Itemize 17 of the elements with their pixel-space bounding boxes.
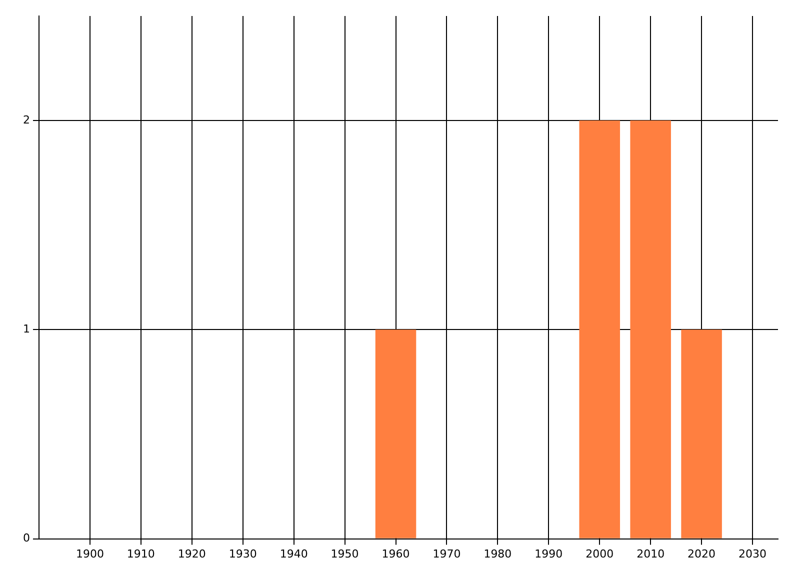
y-tick-label: 0 [23, 532, 30, 545]
x-tick-label: 1930 [228, 547, 257, 560]
x-tick-label: 1960 [382, 547, 410, 560]
x-tick-label: 1940 [280, 547, 308, 560]
y-tick-label: 2 [23, 113, 30, 126]
y-tick-label: 1 [23, 322, 30, 336]
x-tick-label: 2010 [636, 547, 665, 560]
x-tick-label: 1980 [484, 547, 512, 560]
x-tick-label: 1920 [178, 547, 206, 560]
x-tick-label: 1970 [432, 547, 461, 560]
x-tick-label: 2000 [586, 547, 614, 560]
x-tick-label: 1910 [126, 547, 155, 560]
x-tick-label: 2020 [688, 547, 716, 560]
x-tick-label: 1990 [534, 547, 563, 560]
x-tick-label: 1900 [76, 547, 104, 560]
x-tick-label: 2030 [738, 547, 767, 560]
x-tick-label: 1950 [330, 547, 359, 560]
